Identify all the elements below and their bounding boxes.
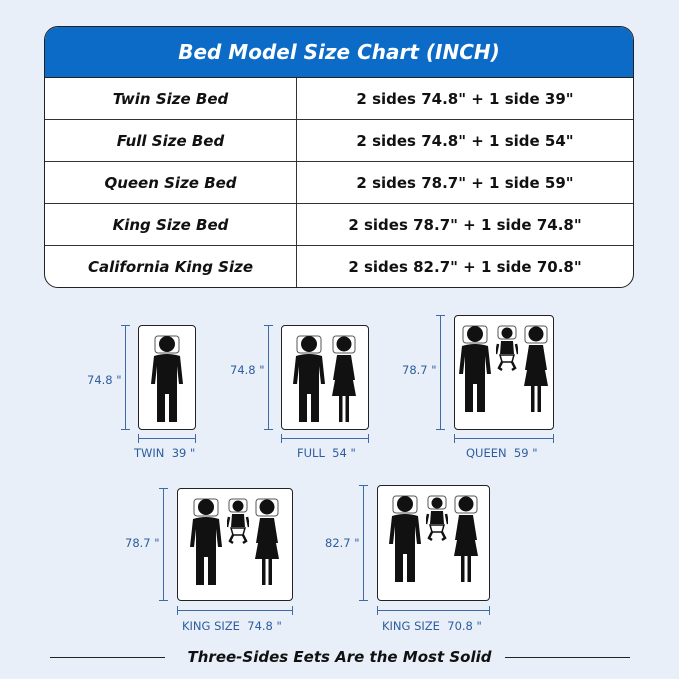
width-dimension-line: [454, 434, 554, 443]
length-dimension-line: [436, 315, 445, 430]
width-label: FULL 54 ": [297, 446, 356, 460]
table-title: Bed Model Size Chart (INCH): [45, 27, 633, 78]
bed-diagram: [377, 485, 490, 601]
baby-icon: [424, 494, 449, 548]
table-row: California King Size 2 sides 82.7" + 1 si…: [45, 246, 633, 287]
bed-sides: 2 sides 78.7" + 1 side 74.8": [348, 215, 582, 234]
baby-icon: [494, 324, 520, 378]
length-label: 74.8 ": [87, 373, 122, 387]
width-label: QUEEN 59 ": [466, 446, 538, 460]
table-row: King Size Bed 2 sides 78.7" + 1 side 74.8…: [45, 204, 633, 246]
width-dimension-line: [138, 434, 196, 443]
length-label: 74.8 ": [230, 363, 265, 377]
bed-diagram: [454, 315, 554, 430]
bed-sides: 2 sides 74.8" + 1 side 54": [356, 131, 574, 150]
length-dimension-line: [159, 488, 168, 601]
width-dimension-line: [177, 606, 293, 615]
baby-icon: [225, 497, 251, 551]
size-chart-table: Bed Model Size Chart (INCH) Twin Size Be…: [44, 26, 634, 288]
length-dimension-line: [264, 325, 273, 430]
woman-icon: [452, 494, 480, 588]
bed-sides: 2 sides 74.8" + 1 side 39": [356, 89, 574, 108]
bed-name: Full Size Bed: [45, 120, 297, 161]
footer-text: Three-Sides Eets Are the Most Solid: [187, 648, 492, 666]
table-row: Full Size Bed 2 sides 74.8" + 1 side 54": [45, 120, 633, 162]
man-icon: [292, 334, 326, 428]
length-label: 78.7 ": [402, 363, 437, 377]
table-row: Twin Size Bed 2 sides 74.8" + 1 side 39": [45, 78, 633, 120]
bed-name: Queen Size Bed: [45, 162, 297, 203]
man-icon: [189, 497, 223, 591]
bed-diagram: [281, 325, 369, 430]
woman-icon: [253, 497, 281, 591]
man-icon: [388, 494, 422, 588]
width-dimension-line: [281, 434, 369, 443]
length-label: 78.7 ": [125, 536, 160, 550]
bed-name: California King Size: [45, 246, 297, 287]
divider: [50, 657, 165, 658]
length-dimension-line: [359, 485, 368, 601]
woman-icon: [522, 324, 550, 418]
bed-sides: 2 sides 78.7" + 1 side 59": [356, 173, 574, 192]
length-label: 82.7 ": [325, 536, 360, 550]
divider: [505, 657, 630, 658]
bed-sides: 2 sides 82.7" + 1 side 70.8": [348, 258, 582, 276]
width-dimension-line: [377, 606, 490, 615]
bed-diagram: [177, 488, 293, 601]
bed-name: King Size Bed: [45, 204, 297, 245]
bed-diagram: [138, 325, 196, 430]
width-label: KING SIZE 74.8 ": [182, 619, 282, 633]
woman-icon: [330, 334, 358, 428]
length-dimension-line: [121, 325, 130, 430]
bed-name: Twin Size Bed: [45, 78, 297, 119]
width-label: TWIN 39 ": [134, 446, 196, 460]
man-icon: [150, 334, 184, 428]
table-row: Queen Size Bed 2 sides 78.7" + 1 side 59": [45, 162, 633, 204]
man-icon: [458, 324, 492, 418]
width-label: KING SIZE 70.8 ": [382, 619, 482, 633]
